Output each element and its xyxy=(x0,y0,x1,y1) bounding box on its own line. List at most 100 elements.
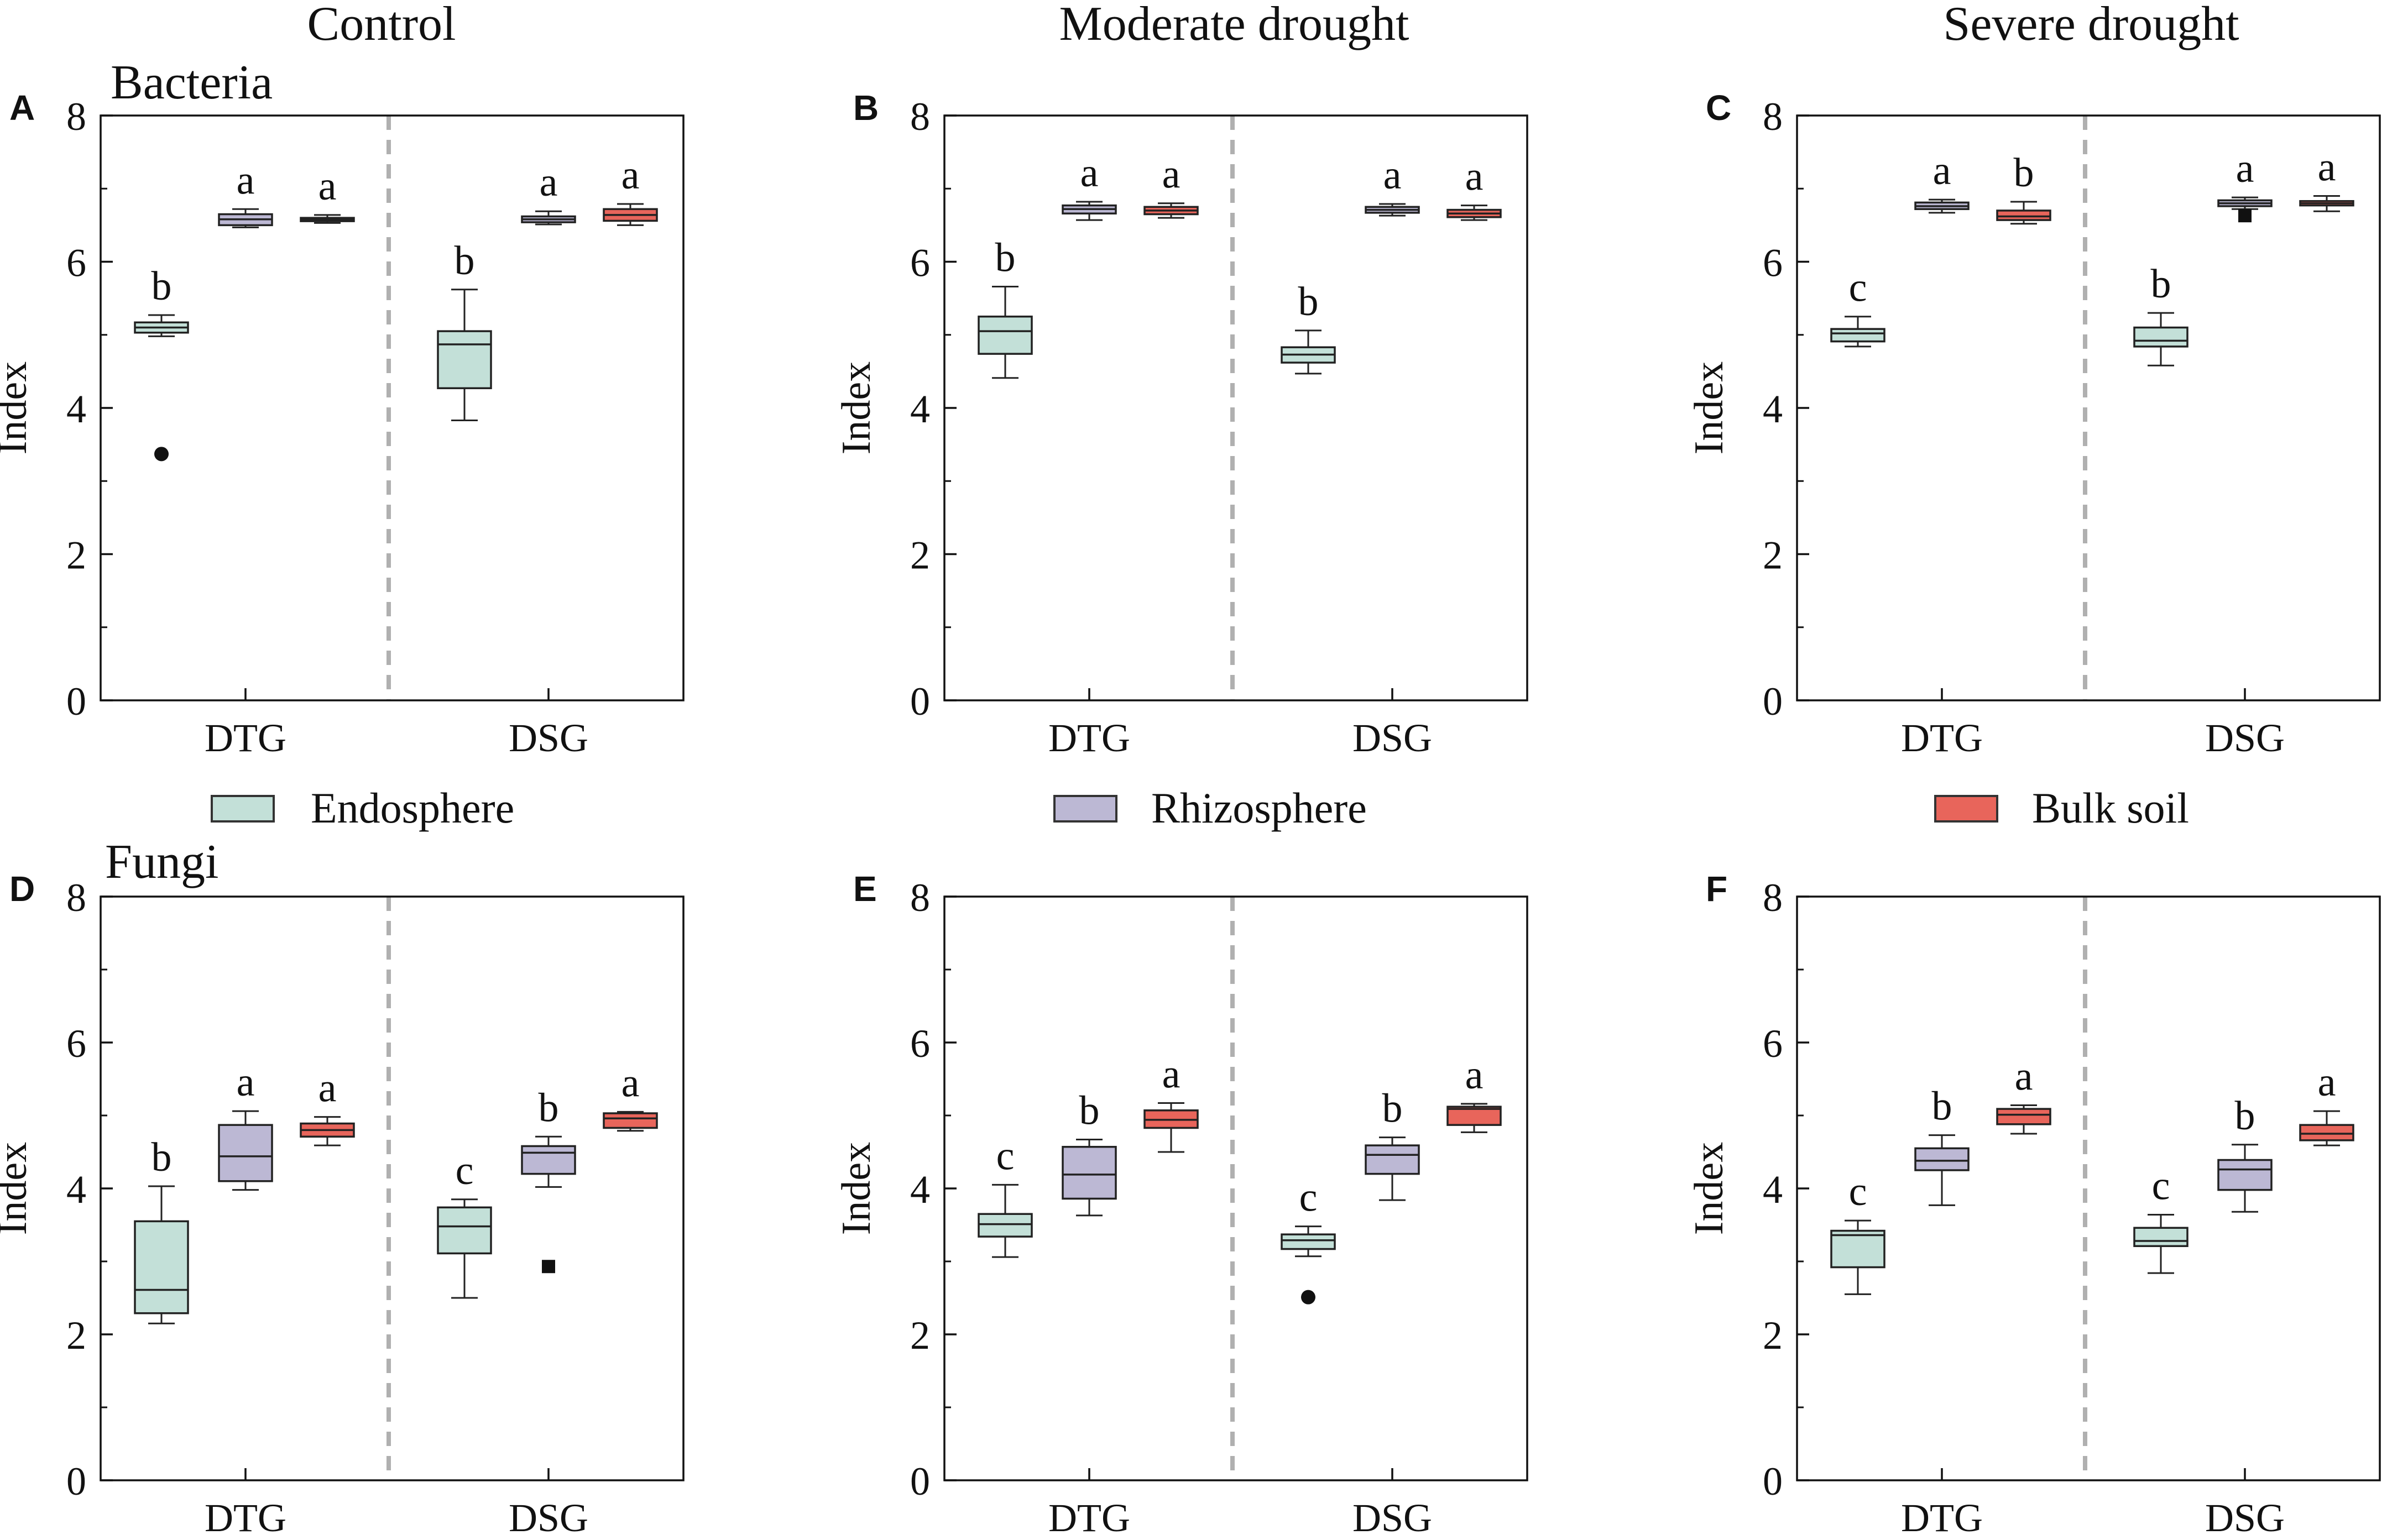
box-a-dtg-bulk-soil: a xyxy=(300,164,355,224)
y-tick-label-d-1: 2 xyxy=(66,1313,86,1358)
box-iqr-c-dtg-bulk-soil xyxy=(1996,209,2051,221)
legend: Endosphere Rhizosphere Bulk soil xyxy=(211,784,2189,832)
y-tick-label-c-1: 2 xyxy=(1763,533,1783,578)
x-tick-label-b-dtg: DTG xyxy=(1048,716,1130,760)
sig-letter-d-dsg-endosphere: c xyxy=(456,1148,474,1193)
box-e-dsg-rhizosphere: b xyxy=(1365,1086,1420,1201)
y-axis-label-e: Index xyxy=(834,1142,879,1235)
sig-letter-e-dtg-bulk-soil: a xyxy=(1162,1052,1181,1097)
box-iqr-e-dtg-endosphere xyxy=(978,1213,1033,1238)
panel-d: D 0 2 4 6 8 Index DTG b a a DSG c b a xyxy=(0,869,685,1540)
box-d-dsg-bulk-soil: a xyxy=(603,1060,658,1132)
box-b-dtg-rhizosphere: a xyxy=(1062,150,1117,221)
box-iqr-d-dsg-endosphere xyxy=(437,1206,492,1255)
sig-letter-e-dtg-endosphere: c xyxy=(996,1133,1015,1178)
y-tick-label-f-1: 2 xyxy=(1763,1313,1783,1358)
box-iqr-e-dsg-rhizosphere xyxy=(1365,1144,1420,1175)
x-tick-label-d-dtg: DTG xyxy=(205,1496,286,1540)
y-tick-label-b-1: 2 xyxy=(910,533,930,578)
sig-letter-b-dsg-bulk-soil: a xyxy=(1465,154,1484,200)
box-b-dsg-rhizosphere: a xyxy=(1365,153,1420,217)
y-tick-label-a-2: 4 xyxy=(66,387,86,431)
box-d-dsg-rhizosphere: b xyxy=(521,1085,576,1274)
y-tick-label-c-4: 8 xyxy=(1763,95,1783,139)
box-a-dtg-rhizosphere: a xyxy=(218,158,273,228)
y-tick-label-e-3: 6 xyxy=(910,1022,930,1066)
sig-letter-f-dsg-rhizosphere: b xyxy=(2235,1093,2255,1139)
axis-frame-f xyxy=(1796,895,2381,1481)
box-iqr-a-dsg-endosphere xyxy=(437,330,492,390)
sig-letter-a-dsg-endosphere: b xyxy=(455,238,475,284)
box-e-dsg-endosphere: c xyxy=(1281,1175,1336,1305)
sig-letter-e-dsg-rhizosphere: b xyxy=(1382,1086,1403,1132)
box-c-dsg-endosphere: b xyxy=(2133,261,2188,366)
y-tick-label-d-3: 6 xyxy=(66,1022,86,1066)
box-iqr-d-dtg-rhizosphere xyxy=(218,1124,273,1182)
panel-e: E 0 2 4 6 8 Index DTG c b a DSG c b a xyxy=(834,869,1528,1540)
sig-letter-d-dsg-rhizosphere: b xyxy=(539,1085,559,1130)
sig-letter-f-dtg-bulk-soil: a xyxy=(2015,1054,2033,1099)
sig-letter-b-dtg-endosphere: b xyxy=(995,235,1016,280)
panel-letter-c: C xyxy=(1706,88,1731,128)
y-tick-label-d-0: 0 xyxy=(66,1459,86,1504)
panel-letter-b: B xyxy=(853,88,879,128)
box-b-dtg-endosphere: b xyxy=(978,235,1033,379)
y-tick-label-b-4: 8 xyxy=(910,95,930,139)
box-c-dtg-bulk-soil: b xyxy=(1996,150,2051,225)
box-iqr-e-dsg-endosphere xyxy=(1281,1233,1336,1250)
box-iqr-d-dsg-rhizosphere xyxy=(521,1145,576,1175)
box-a-dsg-endosphere: b xyxy=(437,238,492,421)
y-axis-label-c: Index xyxy=(1686,362,1732,455)
x-tick-label-e-dsg: DSG xyxy=(1352,1496,1432,1540)
x-tick-label-a-dtg: DTG xyxy=(205,716,286,760)
sig-letter-a-dsg-bulk-soil: a xyxy=(621,153,640,198)
box-c-dtg-rhizosphere: a xyxy=(1914,148,1970,214)
column-header-severe-drought: Severe drought xyxy=(1943,0,2239,51)
box-c-dsg-rhizosphere: a xyxy=(2217,146,2273,223)
row-label-bacteria: Bacteria xyxy=(111,56,273,109)
sig-letter-b-dsg-rhizosphere: a xyxy=(1383,153,1402,198)
box-a-dsg-rhizosphere: a xyxy=(521,160,576,226)
legend-label-bulk-soil: Bulk soil xyxy=(2032,784,2189,832)
sig-letter-f-dtg-endosphere: c xyxy=(1849,1169,1867,1214)
y-tick-label-d-4: 8 xyxy=(66,876,86,920)
sig-letter-d-dtg-bulk-soil: a xyxy=(318,1066,337,1111)
y-tick-label-b-0: 0 xyxy=(910,679,930,724)
y-tick-label-f-0: 0 xyxy=(1763,1459,1783,1504)
box-iqr-d-dtg-endosphere xyxy=(134,1220,189,1314)
box-e-dtg-bulk-soil: a xyxy=(1143,1052,1199,1153)
y-tick-label-d-2: 4 xyxy=(66,1167,86,1212)
box-f-dtg-bulk-soil: a xyxy=(1996,1054,2051,1135)
legend-swatch-endosphere xyxy=(211,795,275,823)
sig-letter-d-dtg-rhizosphere: a xyxy=(237,1060,255,1105)
box-b-dsg-endosphere: b xyxy=(1281,279,1336,375)
x-tick-label-c-dsg: DSG xyxy=(2205,716,2285,760)
sig-letter-a-dtg-bulk-soil: a xyxy=(318,164,337,209)
box-e-dtg-rhizosphere: b xyxy=(1062,1088,1117,1217)
legend-swatch-rhizosphere xyxy=(1053,795,1117,823)
box-iqr-e-dtg-rhizosphere xyxy=(1062,1146,1117,1200)
y-tick-label-e-2: 4 xyxy=(910,1167,930,1212)
panel-b: B 0 2 4 6 8 Index DTG b a a DSG b a a xyxy=(834,88,1528,760)
y-axis-label-d: Index xyxy=(0,1142,35,1235)
outlier-c-dsg-rhizosphere-0 xyxy=(2238,209,2252,223)
panel-a: A 0 2 4 6 8 Index DTG b a a DSG b a a xyxy=(0,88,685,760)
panel-letter-f: F xyxy=(1706,869,1727,909)
sig-letter-b-dtg-bulk-soil: a xyxy=(1162,152,1181,197)
row-label-fungi: Fungi xyxy=(105,835,218,889)
y-tick-label-c-2: 4 xyxy=(1763,387,1783,431)
sig-letter-a-dtg-endosphere: b xyxy=(152,264,172,309)
box-iqr-f-dsg-rhizosphere xyxy=(2217,1159,2273,1191)
box-e-dtg-endosphere: c xyxy=(978,1133,1033,1258)
x-tick-label-f-dsg: DSG xyxy=(2205,1496,2285,1540)
sig-letter-b-dtg-rhizosphere: a xyxy=(1080,150,1099,196)
sig-letter-d-dtg-endosphere: b xyxy=(152,1135,172,1180)
sig-letter-f-dsg-endosphere: c xyxy=(2152,1164,2170,1209)
sig-letter-c-dsg-bulk-soil: a xyxy=(2318,144,2336,190)
sig-letter-c-dtg-bulk-soil: b xyxy=(2014,150,2034,196)
box-iqr-d-dsg-bulk-soil xyxy=(603,1112,658,1129)
x-tick-label-f-dtg: DTG xyxy=(1901,1496,1983,1540)
y-tick-label-e-4: 8 xyxy=(910,876,930,920)
axis-frame-e xyxy=(943,895,1528,1481)
sig-letter-b-dsg-endosphere: b xyxy=(1298,279,1319,324)
